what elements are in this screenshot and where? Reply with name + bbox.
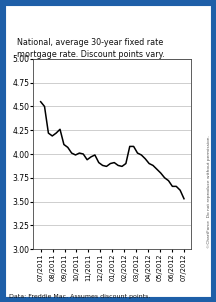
Text: Data: Freddie Mac. Assumes discount points.: Data: Freddie Mac. Assumes discount poin… [9,294,150,299]
Text: National, average 30-year fixed rate
mortgage rate. Discount points vary.: National, average 30-year fixed rate mor… [17,38,165,59]
Text: ©ChartForce  Do not reproduce without permission.: ©ChartForce Do not reproduce without per… [206,135,211,248]
Text: Freddie Mac 30-Year Fixed: Freddie Mac 30-Year Fixed [10,12,206,25]
